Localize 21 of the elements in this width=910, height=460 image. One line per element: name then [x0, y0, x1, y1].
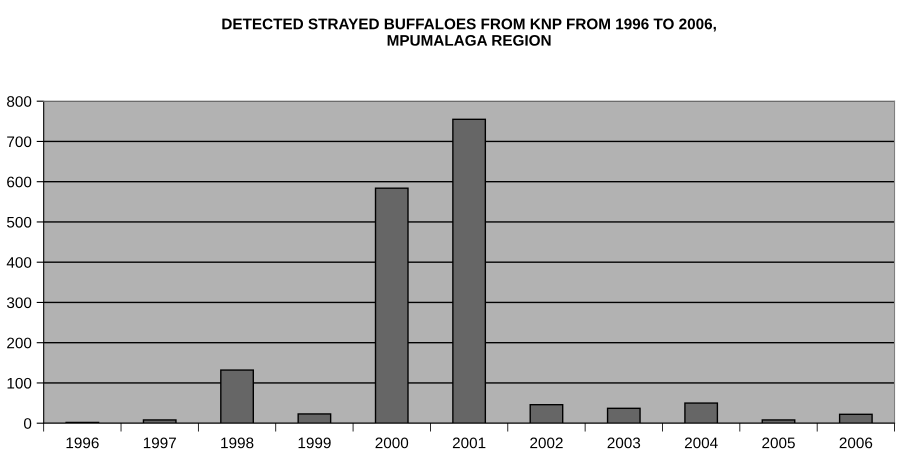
x-tick-label: 2003: [608, 437, 640, 448]
x-tick-label: 1996: [66, 437, 99, 448]
y-tick-label: 400: [6, 257, 32, 268]
x-tick-label: 1998: [221, 437, 254, 448]
y-tick-label: 800: [7, 96, 32, 107]
y-tick-label: 0: [24, 418, 32, 429]
x-tick-label: 2001: [452, 437, 486, 448]
x-tick-label: 2006: [840, 437, 872, 448]
y-tick-label: 600: [7, 176, 32, 188]
y-tick-label: 700: [7, 136, 32, 148]
y-tick-label: 200: [7, 338, 32, 348]
x-tick-label: 2005: [762, 437, 795, 448]
x-tick-label: 2004: [684, 437, 718, 448]
y-tick-label: 300: [6, 297, 32, 308]
x-tick-label: 2002: [530, 437, 563, 448]
y-tick-label: 100: [8, 378, 32, 389]
x-tick-label: 1999: [298, 437, 331, 448]
x-tick-label: 1997: [144, 437, 176, 448]
y-tick-label: 500: [7, 216, 32, 228]
chart-title: DETECTED STRAYED BUFFALOES FROM KNP FROM 1996 TO 2006, MPUMALAGA REGION: [222, 18, 716, 46]
x-tick-label: 2000: [376, 437, 408, 448]
